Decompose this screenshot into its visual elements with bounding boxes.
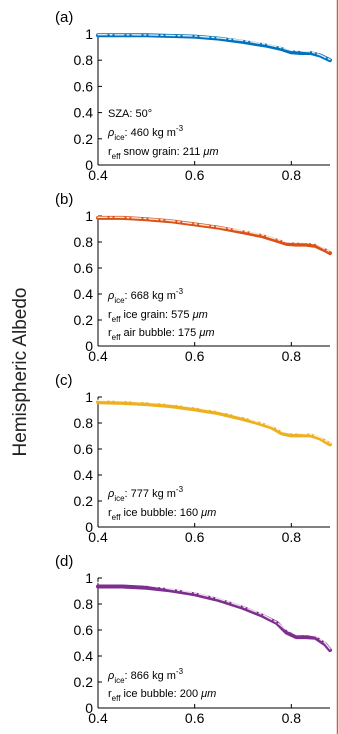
y-tick-label: 0.6 xyxy=(74,78,94,94)
y-tick-label: 1 xyxy=(85,208,93,224)
y-tick-label: 1 xyxy=(85,26,93,42)
y-tick-label: 0.6 xyxy=(74,622,94,638)
panels-group: 0 0.2 0.4 0.6 0.8 1 0.4 0.6 0.8 (a) SZA: 50° ρice: … xyxy=(55,9,332,726)
panel-0: 0 0.2 0.4 0.6 0.8 1 0.4 0.6 0.8 (a) SZA: 50° ρice: … xyxy=(55,9,332,183)
y-tick-label: 0 xyxy=(85,338,93,354)
y-tick-label: 0.4 xyxy=(74,286,94,302)
shared-y-axis-label: Hemispheric Albedo xyxy=(10,288,31,457)
y-tick-label: 0.2 xyxy=(74,312,94,328)
y-tick-label: 1 xyxy=(85,570,93,586)
x-tick-label: 0.6 xyxy=(185,529,205,545)
y-tick-label: 0.4 xyxy=(74,467,94,483)
x-tick-label: 0.8 xyxy=(282,529,302,545)
x-tick-label: 0.6 xyxy=(185,348,205,364)
annotation-text: reff ice grain: 575 μm xyxy=(108,309,208,324)
y-tick-label: 0.2 xyxy=(74,674,94,690)
y-tick-label: 0.8 xyxy=(74,596,94,612)
panel-3: 0 0.2 0.4 0.6 0.8 1 0.4 0.6 0.8 (d) ρice: 866 kg m… xyxy=(55,553,332,726)
series-line-dashed xyxy=(97,216,331,253)
series-line-solid xyxy=(96,215,332,256)
annotation-text: ρice: 866 kg m-3 xyxy=(107,667,184,685)
panel-label: (a) xyxy=(55,9,73,26)
series-line-dashed xyxy=(97,581,331,650)
annotation-text: reff ice bubble: 160 μm xyxy=(108,507,216,522)
x-tick-label: 0.6 xyxy=(185,167,205,183)
annotation-text: reff snow grain: 211 μm xyxy=(108,146,219,161)
y-tick-label: 0.2 xyxy=(74,131,94,147)
y-tick-label: 0.6 xyxy=(74,441,94,457)
annotation-text: reff ice bubble: 200 μm xyxy=(108,688,216,703)
annotation-text: ρice: 668 kg m-3 xyxy=(107,287,184,305)
panel-2: 0 0.2 0.4 0.6 0.8 1 0.4 0.6 0.8 (c) ρice: 777 kg m… xyxy=(55,372,332,545)
x-tick-label: 0.4 xyxy=(88,167,108,183)
annotation-text: ρice: 777 kg m-3 xyxy=(107,485,184,503)
panel-label: (d) xyxy=(55,553,73,570)
series-line-solid xyxy=(96,584,332,653)
series-line-dashed xyxy=(97,399,331,444)
series-line-solid xyxy=(96,400,332,447)
panel-label: (c) xyxy=(55,372,73,389)
series-line-solid xyxy=(96,33,332,63)
annotation-text: reff air bubble: 175 μm xyxy=(108,327,215,342)
y-tick-label: 0.8 xyxy=(74,415,94,431)
x-tick-label: 0.8 xyxy=(282,348,302,364)
y-tick-label: 0.4 xyxy=(74,105,94,121)
y-tick-label: 1 xyxy=(85,389,93,405)
y-tick-label: 0 xyxy=(85,157,93,173)
x-tick-label: 0.8 xyxy=(282,167,302,183)
x-tick-label: 0.8 xyxy=(282,710,302,726)
y-tick-label: 0.2 xyxy=(74,493,94,509)
y-tick-label: 0 xyxy=(85,519,93,535)
x-tick-label: 0.4 xyxy=(88,710,108,726)
y-tick-label: 0.8 xyxy=(74,52,94,68)
x-tick-label: 0.4 xyxy=(88,348,108,364)
y-tick-label: 0.8 xyxy=(74,234,94,250)
x-tick-label: 0.6 xyxy=(185,710,205,726)
y-tick-label: 0.4 xyxy=(74,648,94,664)
x-tick-label: 0.4 xyxy=(88,529,108,545)
series-line-dashed xyxy=(97,34,331,61)
annotation-text: SZA: 50° xyxy=(108,108,152,120)
y-tick-label: 0 xyxy=(85,700,93,716)
panel-1: 0 0.2 0.4 0.6 0.8 1 0.4 0.6 0.8 (b) ρice: 668 kg m… xyxy=(55,191,332,364)
annotation-text: ρice: 460 kg m-3 xyxy=(107,124,184,142)
y-tick-label: 0.6 xyxy=(74,260,94,276)
panel-label: (b) xyxy=(55,191,73,208)
